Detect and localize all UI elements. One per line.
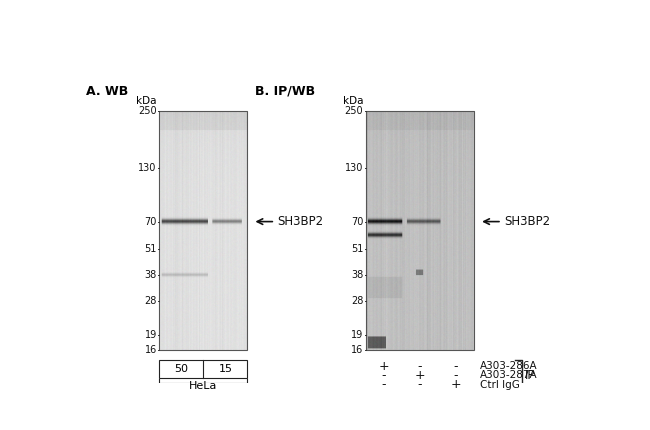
Text: 28: 28 xyxy=(144,296,157,306)
Text: +: + xyxy=(415,369,425,382)
Text: 19: 19 xyxy=(144,330,157,340)
Text: -: - xyxy=(382,369,386,382)
Text: 16: 16 xyxy=(144,344,157,355)
Text: -: - xyxy=(382,378,386,391)
Text: 19: 19 xyxy=(351,330,363,340)
Text: kDa: kDa xyxy=(343,96,363,106)
Text: 16: 16 xyxy=(351,344,363,355)
Text: 38: 38 xyxy=(351,270,363,280)
Text: B. IP/WB: B. IP/WB xyxy=(255,85,315,98)
Text: +: + xyxy=(451,378,462,391)
Text: 70: 70 xyxy=(351,217,363,227)
Text: A303-286A: A303-286A xyxy=(480,361,538,371)
Text: 50: 50 xyxy=(174,364,188,374)
Text: 38: 38 xyxy=(144,270,157,280)
Text: 28: 28 xyxy=(351,296,363,306)
Bar xyxy=(159,111,248,350)
Bar xyxy=(159,359,248,378)
Text: Ctrl IgG: Ctrl IgG xyxy=(480,380,520,390)
Text: 51: 51 xyxy=(144,244,157,254)
Text: kDa: kDa xyxy=(136,96,157,106)
Text: IP: IP xyxy=(525,369,535,382)
Text: 15: 15 xyxy=(218,364,233,374)
Text: SH3BP2: SH3BP2 xyxy=(278,215,324,228)
Text: 70: 70 xyxy=(144,217,157,227)
Text: -: - xyxy=(454,369,458,382)
Bar xyxy=(366,111,474,350)
Text: 250: 250 xyxy=(344,106,363,116)
Text: 130: 130 xyxy=(345,163,363,173)
Text: A. WB: A. WB xyxy=(86,85,129,98)
Text: -: - xyxy=(418,359,422,373)
Text: 51: 51 xyxy=(351,244,363,254)
Text: -: - xyxy=(418,378,422,391)
Text: 130: 130 xyxy=(138,163,157,173)
Text: -: - xyxy=(454,359,458,373)
Text: +: + xyxy=(378,359,389,373)
Text: HeLa: HeLa xyxy=(189,381,218,391)
Text: 250: 250 xyxy=(138,106,157,116)
Text: A303-287A: A303-287A xyxy=(480,370,538,381)
Text: SH3BP2: SH3BP2 xyxy=(504,215,551,228)
